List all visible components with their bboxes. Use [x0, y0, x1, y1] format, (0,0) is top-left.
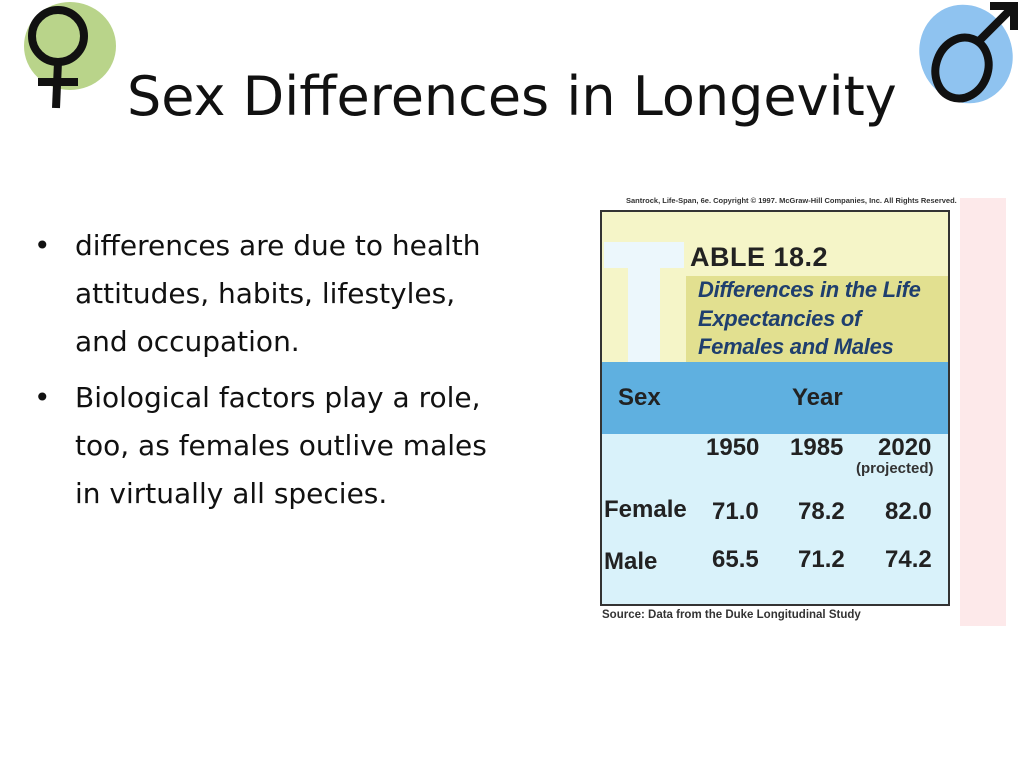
- slide-title: Sex Differences in Longevity: [127, 65, 897, 128]
- table-number: ABLE 18.2: [690, 242, 829, 272]
- header-sex: Sex: [618, 384, 661, 411]
- cell-male-1985: 71.2: [798, 546, 845, 573]
- bullet-item: differences are due to health attitudes,…: [32, 222, 512, 366]
- image-margin-strip: [960, 198, 1006, 626]
- life-expectancy-table: ABLE 18.2 Differences in the Life Expect…: [600, 210, 950, 606]
- table-caption: Differences in the Life Expectancies of …: [698, 276, 948, 362]
- cell-female-1950: 71.0: [712, 498, 759, 525]
- row-label-female: Female: [604, 496, 687, 523]
- year-2020: 2020: [878, 434, 932, 461]
- female-symbol-icon: [24, 2, 116, 109]
- year-1950: 1950: [706, 434, 760, 461]
- cell-male-1950: 65.5: [712, 546, 759, 573]
- male-symbol-icon: [919, 2, 1018, 104]
- table-caption-band: [686, 276, 948, 362]
- bullet-item: Biological factors play a role, too, as …: [32, 374, 512, 518]
- table-credit-line: Santrock, Life-Span, 6e. Copyright © 199…: [626, 196, 957, 205]
- table-source: Source: Data from the Duke Longitudinal …: [602, 609, 861, 621]
- projected-note: (projected): [856, 460, 934, 477]
- table-caption-line: Differences in the Life: [698, 277, 921, 302]
- table-letter-t-graphic: [604, 242, 684, 362]
- table-caption-line: Expectancies of: [698, 305, 862, 331]
- row-label-male: Male: [604, 548, 658, 575]
- cell-male-2020: 74.2: [885, 546, 932, 573]
- cell-female-2020: 82.0: [885, 498, 932, 525]
- cell-female-1985: 78.2: [798, 498, 845, 525]
- table-header-band: [602, 362, 948, 434]
- header-year: Year: [792, 384, 843, 411]
- year-1985: 1985: [790, 434, 844, 461]
- bullet-list: differences are due to health attitudes,…: [32, 222, 512, 526]
- table-caption-line: Females and Males: [698, 334, 894, 359]
